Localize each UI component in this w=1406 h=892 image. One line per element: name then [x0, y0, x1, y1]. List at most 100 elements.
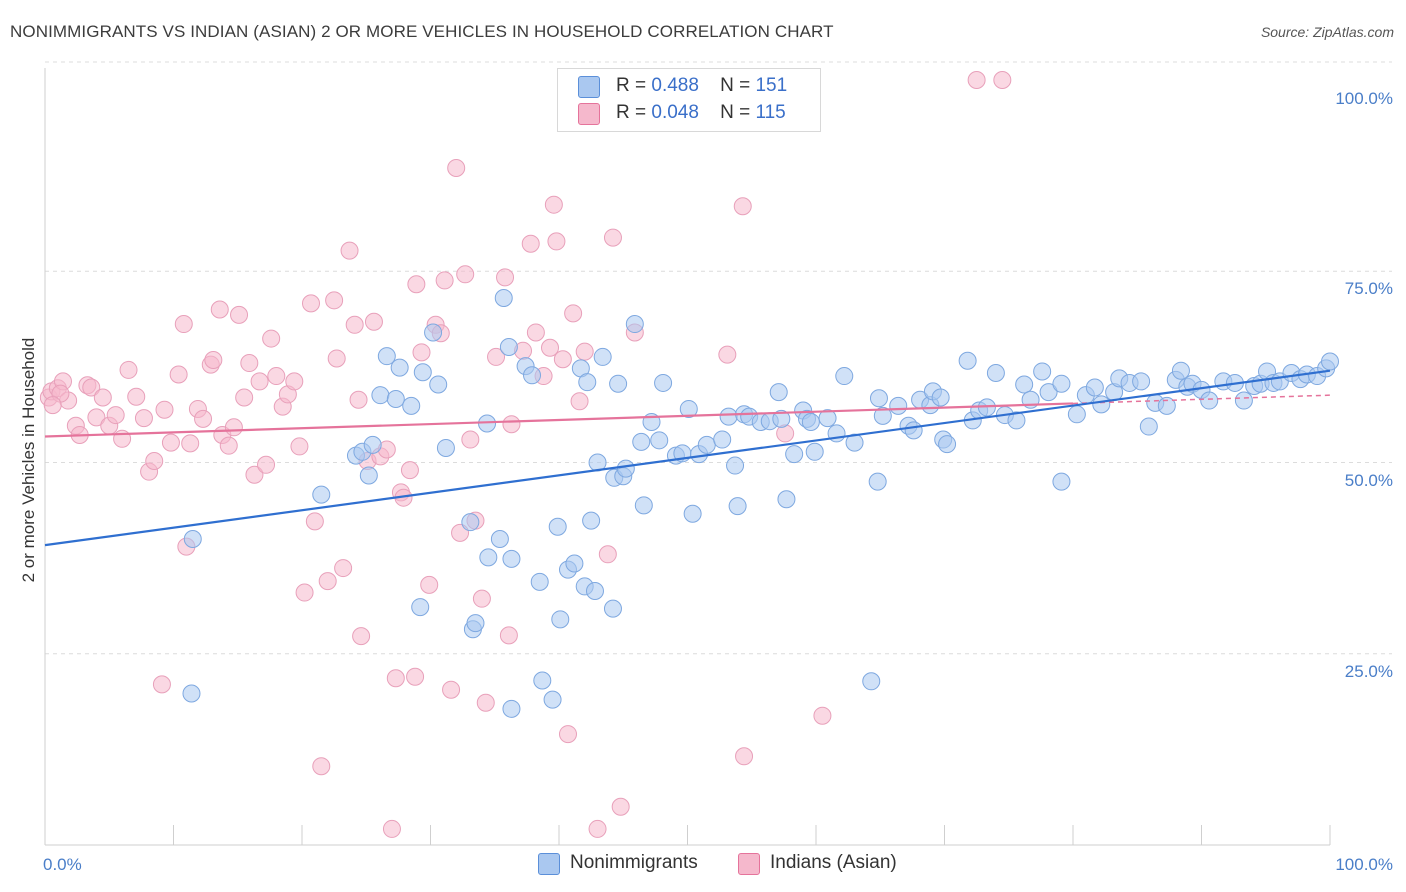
nonimmigrants-point — [377, 347, 396, 366]
indians-asian-point — [521, 234, 540, 253]
nonimmigrants-point — [713, 430, 732, 449]
indians-asian-point — [733, 197, 752, 216]
blue-swatch — [538, 853, 560, 875]
indians-asian-point — [420, 575, 439, 594]
indians-asian-point — [230, 305, 249, 324]
nonimmigrants-point — [845, 433, 864, 452]
indians-asian-point — [134, 409, 153, 428]
indians-asian-point — [204, 350, 223, 369]
indians-asian-point — [442, 680, 461, 699]
nonimmigrants-point — [429, 375, 448, 394]
indians-asian-point — [541, 338, 560, 357]
nonimmigrants-point — [769, 383, 788, 402]
indians-asian-point — [611, 797, 630, 816]
nonimmigrants-point — [1052, 472, 1071, 491]
indians-asian-point — [301, 294, 320, 313]
indians-asian-point — [476, 693, 495, 712]
nonimmigrants-point — [801, 412, 820, 431]
n-value: 151 — [755, 75, 788, 96]
indians-asian-point — [352, 627, 371, 646]
y-axis-label: 2 or more Vehicles in Household — [19, 338, 38, 583]
nonimmigrants-point — [312, 485, 331, 504]
indians-asian-point — [219, 436, 238, 455]
pink-swatch — [738, 853, 760, 875]
chart-title: NONIMMIGRANTS VS INDIAN (ASIAN) 2 OR MOR… — [10, 22, 834, 41]
nonimmigrants-point — [1015, 375, 1034, 394]
indians-asian-trend-line — [44, 402, 1074, 438]
nonimmigrants-point — [1092, 395, 1111, 414]
indians-asian-point — [570, 392, 589, 411]
nonimmigrants-point — [862, 672, 881, 691]
indians-asian-point — [456, 265, 475, 284]
indians-asian-point — [290, 437, 309, 456]
indians-asian-point — [257, 455, 276, 474]
y-tick-label: 50.0% — [1345, 471, 1393, 490]
indians-asian-point — [318, 572, 337, 591]
nonimmigrants-point — [551, 610, 570, 629]
nonimmigrants-point — [390, 358, 409, 377]
nonimmigrants-point — [479, 548, 498, 567]
nonimmigrants-point — [931, 388, 950, 407]
nonimmigrants-point — [490, 530, 509, 548]
nonimmigrants-point — [654, 373, 673, 392]
indians-asian-point — [325, 291, 344, 310]
indians-asian-point — [174, 315, 193, 334]
bottom-legend-label: Indians (Asian) — [770, 852, 897, 873]
nonimmigrants-point — [777, 490, 796, 509]
tick-labels: 25.0% 50.0% 75.0% 100.0% 0.0% 100.0% — [43, 89, 1393, 874]
x-tick-label: 100.0% — [1335, 855, 1393, 874]
indians-asian-point — [250, 372, 269, 391]
nonimmigrants-point — [889, 396, 908, 415]
nonimmigrants-point — [869, 389, 888, 408]
indians-asian-point — [305, 512, 324, 531]
r-value: 0.488 — [651, 75, 699, 96]
nonimmigrants-point — [868, 472, 887, 491]
nonimmigrants-point — [958, 351, 977, 370]
nonimmigrants-point — [402, 396, 421, 415]
nonimmigrants-point — [578, 373, 597, 392]
indians-asian-point — [993, 71, 1012, 89]
indians-asian-point — [235, 388, 254, 407]
nonimmigrants-point — [359, 466, 378, 485]
trend-lines — [44, 369, 1331, 547]
nonimmigrants-point — [530, 572, 549, 591]
nonimmigrants-point — [565, 554, 584, 573]
nonimmigrants-point — [585, 582, 604, 601]
indians-asian-point — [407, 275, 426, 294]
nonimmigrants-point — [533, 671, 552, 690]
x-tick-label: 0.0% — [43, 855, 82, 874]
source-label: Source: ZipAtlas.com — [1260, 24, 1394, 40]
indians-asian-point — [87, 408, 106, 427]
nonimmigrants-point — [728, 497, 747, 516]
nonimmigrants-point — [772, 409, 791, 428]
y-tick-label: 25.0% — [1345, 662, 1393, 681]
nonimmigrants-point — [634, 496, 653, 515]
indians-asian-point — [295, 583, 314, 602]
indians-asian-point — [406, 667, 425, 686]
nonimmigrants-point — [835, 367, 854, 386]
nonimmigrants-point — [494, 289, 513, 308]
nonimmigrants-point — [1200, 391, 1219, 410]
indians-asian-point — [327, 349, 346, 368]
nonimmigrants-point — [1007, 411, 1026, 430]
indians-asian-point — [106, 406, 125, 425]
r-value: 0.048 — [651, 102, 699, 123]
axes — [44, 68, 1331, 846]
nonimmigrants-point — [582, 511, 601, 530]
indians-asian-point — [598, 545, 617, 564]
indians-asian-point — [553, 350, 572, 369]
nonimmigrants-point — [1171, 361, 1190, 380]
nonimmigrants-point — [632, 432, 651, 451]
indians-asian-point — [502, 415, 521, 434]
legend-box: R = 0.488 N = 151 R = 0.048 N = 115 — [557, 68, 821, 132]
y-tick-label: 75.0% — [1345, 279, 1393, 298]
indians-asian-point — [558, 725, 577, 744]
nonimmigrants-point — [1067, 405, 1086, 424]
indians-asian-point — [119, 360, 138, 379]
nonimmigrants-point — [873, 406, 892, 425]
nonimmigrants-point — [683, 504, 702, 523]
indians-asian-point — [544, 195, 563, 214]
nonimmigrants-point — [363, 435, 382, 454]
n-label: N = — [720, 75, 751, 96]
